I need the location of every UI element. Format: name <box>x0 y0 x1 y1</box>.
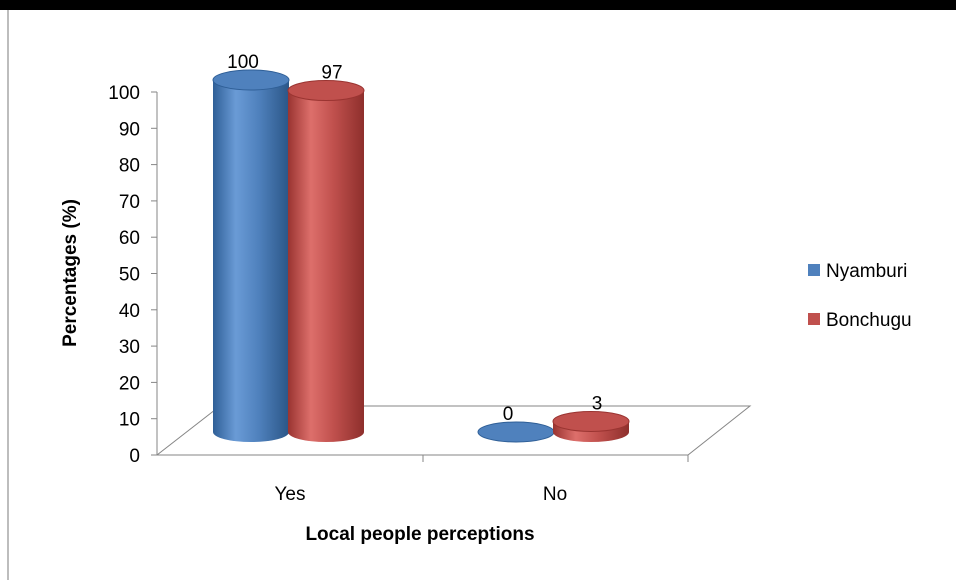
data-label: 3 <box>592 393 603 414</box>
data-label: 97 <box>321 63 342 84</box>
data-label: 0 <box>503 404 514 425</box>
data-label: 100 <box>227 52 259 73</box>
legend-label-bonchugu: Bonchugu <box>826 310 912 331</box>
bar-nyamburi-no <box>477 421 555 443</box>
x-tick-label-no: No <box>543 484 567 505</box>
y-tick-label: 80 <box>119 156 140 177</box>
legend-swatch-nyamburi <box>808 264 820 276</box>
legend-label-nyamburi: Nyamburi <box>826 261 907 282</box>
y-axis-title: Percentages (%) <box>60 199 81 347</box>
bar-bonchugu-no <box>552 410 630 442</box>
bar-nyamburi-yes <box>212 69 290 442</box>
legend: Nyamburi Bonchugu <box>808 261 912 331</box>
y-tick-label: 50 <box>119 265 140 286</box>
y-tick-label: 90 <box>119 119 140 140</box>
bar-bonchugu-yes <box>287 80 365 442</box>
top-border <box>0 0 956 10</box>
x-axis-title: Local people perceptions <box>305 524 534 545</box>
y-tick-label: 100 <box>108 83 140 104</box>
left-border <box>7 10 9 580</box>
bars <box>212 69 630 443</box>
y-tick-label: 60 <box>119 228 140 249</box>
y-tick-label: 30 <box>119 337 140 358</box>
x-tick-label-yes: Yes <box>275 484 306 505</box>
y-tick-label: 70 <box>119 192 140 213</box>
y-ticks: 0 10 20 30 40 50 60 70 80 90 100 <box>108 83 157 467</box>
y-tick-label: 20 <box>119 373 140 394</box>
y-tick-label: 0 <box>129 446 140 467</box>
legend-swatch-bonchugu <box>808 313 820 325</box>
y-tick-label: 10 <box>119 410 140 431</box>
y-tick-label: 40 <box>119 301 140 322</box>
data-labels: 100 97 0 3 <box>227 52 602 425</box>
